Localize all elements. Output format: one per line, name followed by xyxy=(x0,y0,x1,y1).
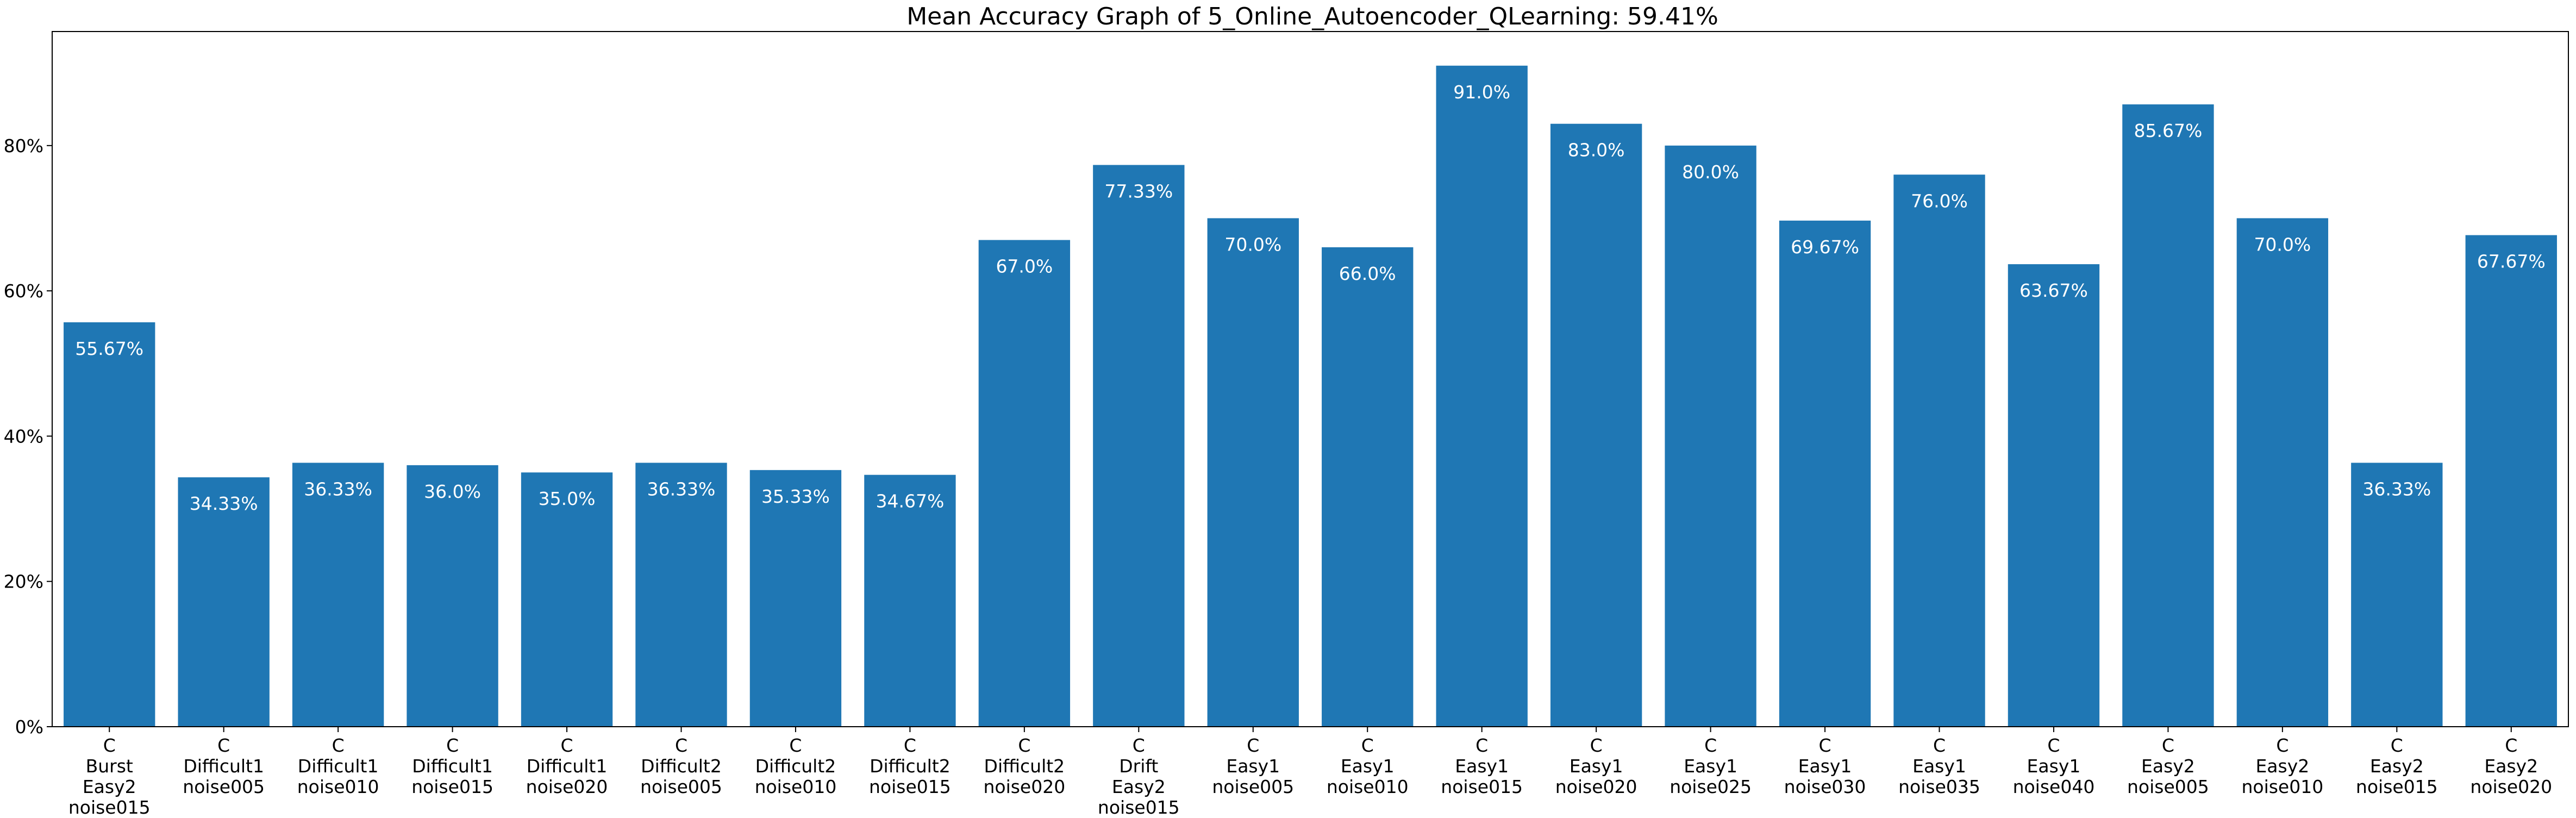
bar xyxy=(521,472,613,727)
bar-data-label: 76.0% xyxy=(1911,190,1968,211)
bar xyxy=(2122,104,2214,727)
x-tick-label: C Difficult2 noise020 xyxy=(983,735,1065,797)
bar-data-label: 69.67% xyxy=(1791,236,1859,258)
y-tick-label: 40% xyxy=(4,426,43,447)
bar-data-label: 34.67% xyxy=(876,491,944,512)
bar xyxy=(2465,235,2557,727)
bar xyxy=(1779,220,1871,727)
x-tick-label: C Easy1 noise005 xyxy=(1212,735,1294,797)
bar xyxy=(2008,264,2100,727)
bar xyxy=(635,463,727,727)
y-tick-label: 0% xyxy=(15,716,43,738)
chart-title: Mean Accuracy Graph of 5_Online_Autoenco… xyxy=(906,3,1718,30)
bar xyxy=(2236,218,2329,727)
y-axis: 0% 20% 40% 60% 80% xyxy=(4,135,52,738)
bar xyxy=(1436,65,1528,727)
bar-data-label: 34.33% xyxy=(190,493,258,514)
bar xyxy=(2351,463,2443,727)
x-tick-label: C Easy1 noise025 xyxy=(1670,735,1752,797)
x-tick-label: C Difficult2 noise015 xyxy=(869,735,951,797)
x-axis: C Burst Easy2 noise015 C Difficult1 noise005 C D… xyxy=(68,727,2552,818)
x-tick-label: C Difficult1 noise020 xyxy=(526,735,608,797)
x-tick-label: C Easy1 noise020 xyxy=(1555,735,1637,797)
bar xyxy=(1322,247,1414,727)
bar-data-label: 67.67% xyxy=(2477,251,2546,272)
bar xyxy=(864,474,956,727)
bar xyxy=(1893,174,1985,727)
x-tick-label: C Easy2 noise010 xyxy=(2241,735,2323,797)
bar-data-label: 36.33% xyxy=(647,478,716,499)
data-labels-layer: 55.67% 34.33% 36.33% 36.0% 35.0% 36.33% 35.33%… xyxy=(75,82,2545,514)
bar xyxy=(178,477,270,727)
bar xyxy=(407,465,498,727)
bar-data-label: 70.0% xyxy=(2254,234,2311,255)
y-tick-label: 20% xyxy=(4,571,43,592)
bar-data-label: 35.33% xyxy=(761,486,830,507)
bar-data-label: 35.0% xyxy=(539,488,596,509)
y-tick-label: 60% xyxy=(4,280,43,302)
x-tick-label: C Difficult1 noise010 xyxy=(297,735,379,797)
bar xyxy=(1207,218,1299,727)
bar-data-label: 80.0% xyxy=(1682,161,1739,183)
x-tick-label: C Easy1 noise015 xyxy=(1441,735,1523,797)
bar xyxy=(749,470,842,727)
bar xyxy=(978,240,1071,727)
x-tick-label: C Difficult1 noise015 xyxy=(411,735,493,797)
x-tick-label: C Difficult2 noise010 xyxy=(755,735,837,797)
bar-data-label: 67.0% xyxy=(996,256,1053,277)
x-tick-label: C Drift Easy2 noise015 xyxy=(1098,735,1180,815)
bar-data-label: 36.33% xyxy=(304,478,372,499)
bar xyxy=(64,322,155,727)
x-tick-label: C Easy2 noise015 xyxy=(2356,735,2438,797)
bar-data-label: 83.0% xyxy=(1568,140,1625,161)
bar-data-label: 63.67% xyxy=(2019,280,2088,301)
x-tick-label: C Easy1 noise035 xyxy=(1898,735,1980,797)
bar xyxy=(1665,145,1756,727)
bar xyxy=(1550,123,1642,727)
x-tick-label: C Difficult1 noise005 xyxy=(183,735,265,797)
bar-data-label: 36.33% xyxy=(2362,478,2431,499)
bar-data-label: 70.0% xyxy=(1224,234,1281,255)
x-tick-label: C Easy2 noise005 xyxy=(2127,735,2209,797)
bar xyxy=(1093,165,1185,727)
bar-data-label: 85.67% xyxy=(2134,120,2202,141)
bars-layer xyxy=(64,65,2557,727)
x-tick-label: C Easy1 noise030 xyxy=(1784,735,1866,797)
x-tick-label: C Easy1 noise010 xyxy=(1327,735,1409,797)
plot-frame xyxy=(52,31,2569,727)
x-tick-label: C Easy2 noise020 xyxy=(2470,735,2552,797)
bar-data-label: 36.0% xyxy=(424,481,481,502)
bar-data-label: 66.0% xyxy=(1339,263,1396,284)
x-tick-label: C Easy1 noise040 xyxy=(2013,735,2095,797)
bar-data-label: 77.33% xyxy=(1104,181,1173,202)
x-tick-label: C Difficult2 noise005 xyxy=(640,735,722,797)
bar-data-label: 55.67% xyxy=(75,338,143,359)
y-tick-label: 80% xyxy=(4,135,43,157)
bar xyxy=(292,463,384,727)
bar-data-label: 91.0% xyxy=(1453,82,1510,103)
x-tick-label: C Burst Easy2 noise015 xyxy=(68,735,151,815)
